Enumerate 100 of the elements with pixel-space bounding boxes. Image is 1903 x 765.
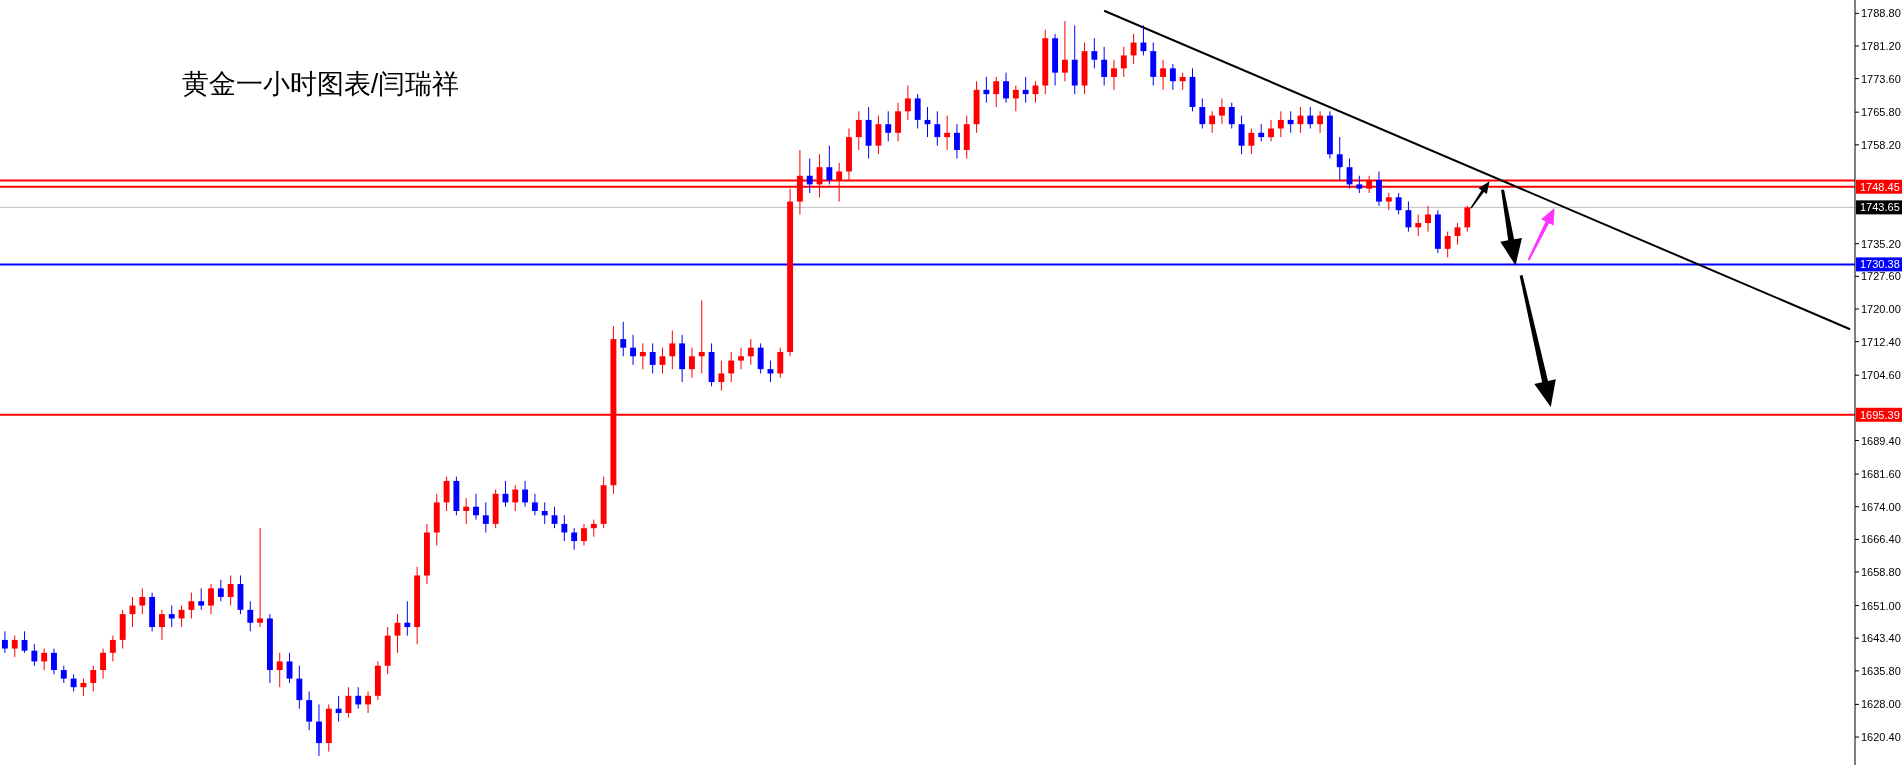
- candlestick: [217, 579, 224, 602]
- candlestick: [139, 587, 146, 615]
- candlestick: [885, 110, 892, 142]
- candlestick: [316, 703, 322, 757]
- y-tick-label: 1651.00: [1861, 599, 1901, 612]
- candlestick: [306, 691, 313, 731]
- candlestick: [335, 695, 342, 723]
- candlestick: [718, 360, 725, 392]
- candlestick: [944, 115, 951, 151]
- candlestick: [698, 299, 705, 374]
- candlestick: [914, 93, 921, 129]
- candlestick: [689, 347, 695, 379]
- candlestick: [404, 600, 411, 637]
- y-tick-label: 1781.20: [1861, 39, 1901, 52]
- candlestick: [257, 527, 264, 628]
- ref-line-label: 1743.65: [1860, 201, 1900, 214]
- candlestick: [51, 648, 57, 675]
- candlestick: [109, 635, 116, 662]
- y-tick-label: 1773.60: [1861, 72, 1901, 85]
- candlestick: [630, 334, 636, 366]
- candlestick: [639, 342, 646, 370]
- candlestick: [571, 527, 578, 551]
- candlestick: [276, 652, 283, 688]
- candlestick: [747, 338, 754, 366]
- candlestick: [188, 592, 195, 619]
- candlestick: [1376, 170, 1382, 207]
- y-tick-label: 1712.40: [1861, 335, 1901, 348]
- candlestick: [1160, 59, 1166, 91]
- candlestick: [1307, 106, 1314, 129]
- candlestick: [1287, 110, 1294, 134]
- candlestick: [826, 145, 833, 185]
- candlestick: [522, 480, 529, 508]
- candlestick: [1336, 136, 1343, 181]
- y-tick-label: 1727.60: [1861, 270, 1901, 283]
- y-tick-label: 1735.20: [1861, 237, 1901, 250]
- candlestick: [1169, 63, 1176, 91]
- candlestick: [1061, 20, 1068, 82]
- candlestick: [1415, 213, 1422, 237]
- candlestick: [41, 648, 48, 671]
- candlestick: [1, 630, 8, 654]
- candlestick: [757, 342, 764, 374]
- candlestick: [1395, 192, 1402, 215]
- candlestick: [11, 635, 18, 658]
- candlestick: [31, 643, 38, 667]
- candlestick: [620, 321, 627, 357]
- ref-line-label: 1730.38: [1860, 258, 1900, 271]
- candlestick: [100, 648, 106, 680]
- y-tick-label: 1635.80: [1861, 664, 1901, 677]
- candlestick: [1091, 37, 1098, 69]
- ref-line-label: 1748.45: [1860, 180, 1900, 193]
- candlestick: [983, 76, 990, 104]
- candlestick: [561, 514, 568, 542]
- candlestick: [669, 330, 676, 370]
- candlestick: [512, 484, 519, 512]
- candlestick: [806, 158, 813, 194]
- candlestick: [1444, 231, 1451, 258]
- candlestick: [296, 665, 303, 710]
- candlestick: [649, 342, 656, 374]
- candlestick: [90, 665, 97, 693]
- y-tick-label: 1720.00: [1861, 303, 1901, 316]
- candlestick: [1022, 76, 1029, 104]
- y-tick-label: 1628.00: [1861, 698, 1901, 711]
- candlestick: [365, 691, 371, 714]
- candlestick: [1277, 110, 1284, 138]
- candlestick: [1317, 110, 1324, 134]
- candlestick: [159, 609, 165, 641]
- candlestick: [1111, 59, 1117, 91]
- candlestick: [1219, 97, 1225, 125]
- candlestick: [855, 110, 862, 151]
- candlestick: [1130, 33, 1137, 65]
- candlestick: [531, 493, 538, 516]
- y-tick-label: 1658.80: [1861, 566, 1901, 579]
- candlestick: [247, 600, 254, 632]
- candlestick: [895, 102, 901, 142]
- candlestick: [443, 476, 450, 512]
- candlestick: [463, 497, 470, 525]
- candlestick: [738, 347, 744, 370]
- candlestick: [227, 574, 234, 607]
- candlestick: [178, 605, 185, 628]
- candlestick: [934, 110, 941, 147]
- y-tick-label: 1689.40: [1861, 434, 1901, 447]
- candlestick: [954, 123, 960, 160]
- candlestick: [1199, 97, 1206, 129]
- candlestick: [875, 115, 882, 155]
- candlestick: [1140, 24, 1147, 56]
- candlestick: [198, 587, 205, 611]
- candlestick: [1209, 110, 1216, 134]
- candlestick: [1268, 119, 1274, 142]
- y-tick-label: 1681.60: [1861, 468, 1901, 481]
- y-tick-label: 1674.00: [1861, 500, 1901, 513]
- candlestick: [541, 501, 548, 525]
- candlestick: [581, 523, 587, 546]
- candlestick: [1101, 46, 1108, 87]
- candlestick: [1405, 201, 1412, 233]
- candlestick: [1238, 115, 1245, 155]
- candlestick: [904, 85, 911, 121]
- y-tick-label: 1643.40: [1861, 632, 1901, 645]
- candlestick: [473, 493, 479, 521]
- candlestick: [208, 583, 214, 615]
- candlestick: [728, 351, 735, 383]
